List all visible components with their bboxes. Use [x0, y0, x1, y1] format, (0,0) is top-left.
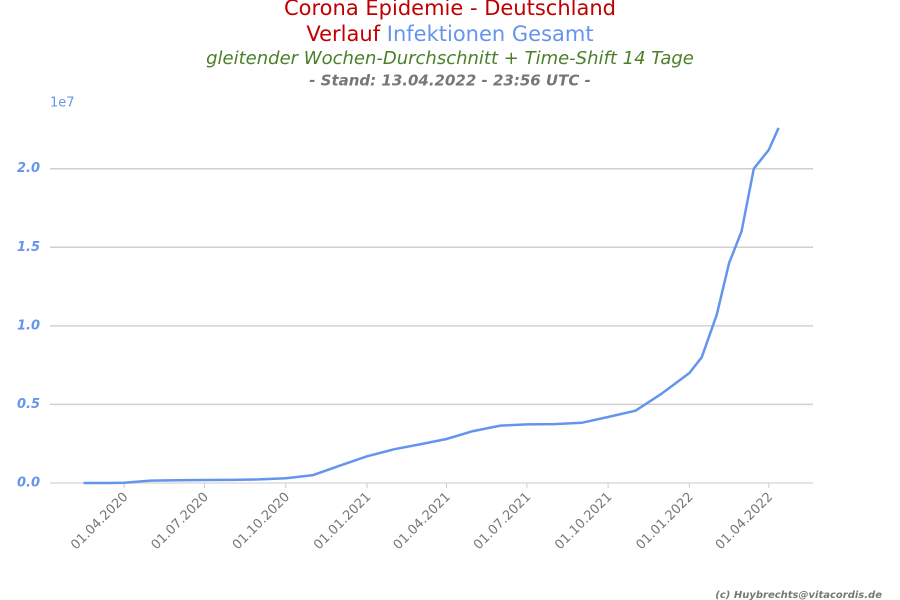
- stand: - Stand: 13.04.2022 - 23:56 UTC -: [309, 72, 591, 90]
- x-tick-label: 01.07.2020: [149, 490, 212, 553]
- y-tick-label: 0.0: [17, 476, 40, 491]
- x-tick-label: 01.04.2020: [68, 490, 131, 553]
- x-tick-label: 01.01.2021: [311, 490, 374, 553]
- credit: (c) Huybrechts@vitacordis.de: [715, 590, 882, 600]
- y-offset: 1e7: [50, 96, 75, 111]
- title-part: Infektionen Gesamt: [387, 22, 594, 46]
- x-tick-label: 01.10.2020: [230, 490, 293, 553]
- title-part: Verlauf: [306, 22, 380, 46]
- y-tick-label: 1.0: [17, 318, 40, 333]
- subtitle: gleitender Wochen-Durchschnitt + Time-Sh…: [206, 48, 694, 69]
- y-tick-label: 1.5: [17, 240, 40, 255]
- data-line: [83, 127, 780, 485]
- chart-title: Corona Epidemie - Deutschland: [284, 0, 616, 20]
- x-tick-label: 01.04.2021: [391, 490, 454, 553]
- x-tick-label: 01.10.2021: [552, 490, 615, 553]
- y-tick-label: 0.5: [17, 397, 40, 412]
- x-tick-label: 01.01.2022: [633, 490, 696, 553]
- x-tick-label: 01.07.2021: [471, 490, 534, 553]
- chart-title-2: Verlauf Infektionen Gesamt: [306, 22, 593, 46]
- y-tick-label: 2.0: [17, 161, 40, 176]
- x-tick-label: 01.04.2022: [713, 490, 776, 553]
